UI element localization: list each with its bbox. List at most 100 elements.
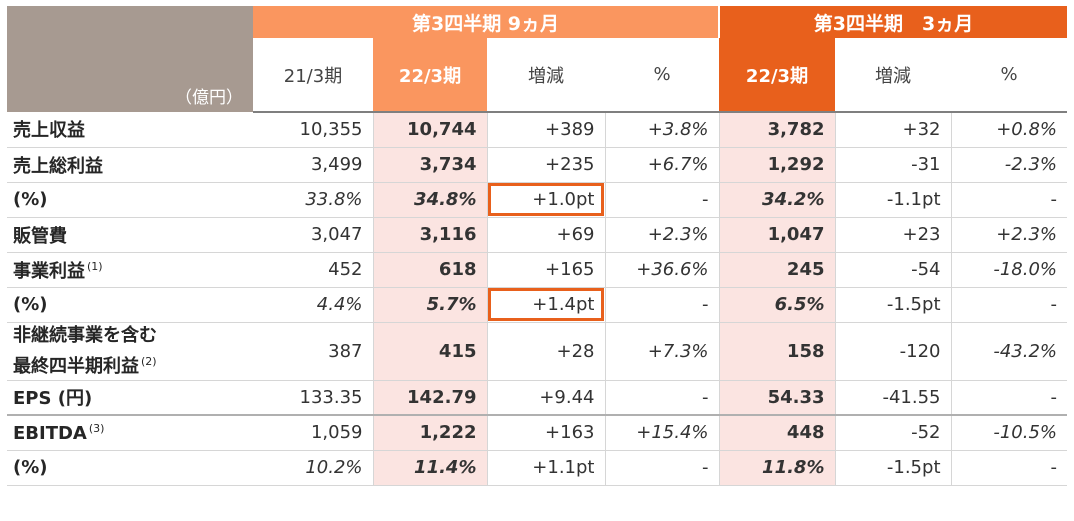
cell-fy22-3m: 6.5%: [718, 287, 835, 323]
cell-fy22-3m: 1,292: [718, 147, 835, 183]
cell-fy22-3m: 1,047: [718, 217, 835, 253]
cell-pct-9m: -: [604, 450, 719, 486]
cell-fy22-3m: 3,782: [718, 112, 835, 148]
cell-change-9m: +389: [486, 112, 605, 148]
cell-fy22-9m: 34.8%: [372, 182, 487, 218]
cell-pct-9m: -: [604, 380, 719, 416]
row-label-text: EBITDA: [13, 422, 87, 444]
col-header-pct-3m: %: [951, 38, 1068, 113]
cell-fy22-3m: 54.33: [718, 380, 835, 416]
cell-change-9m-highlighted: +1.4pt: [486, 287, 605, 323]
header-column-row: 21/3期 22/3期 増減 % 22/3期 増減 %: [7, 38, 1068, 113]
table-row: (%) 4.4% 5.7% +1.4pt - 6.5% -1.5pt -: [7, 287, 1068, 323]
cell-fy21: 133.35: [253, 380, 373, 416]
table-row: (%) 33.8% 34.8% +1.0pt - 34.2% -1.1pt -: [7, 182, 1068, 218]
cell-pct-9m: +3.8%: [604, 112, 719, 148]
cell-change-9m-highlighted: +1.0pt: [486, 182, 605, 218]
cell-fy22-9m: 618: [372, 252, 487, 288]
cell-pct-9m: -: [604, 287, 719, 323]
row-label: 事業利益 (1): [7, 252, 253, 288]
cell-fy22-9m: 415: [372, 322, 487, 381]
cell-pct-3m: -: [950, 450, 1068, 486]
cell-fy21: 10,355: [253, 112, 373, 148]
cell-fy21: 10.2%: [253, 450, 373, 486]
cell-pct-9m: +6.7%: [604, 147, 719, 183]
cell-fy22-9m: 11.4%: [372, 450, 487, 486]
row-label: (%): [7, 287, 253, 323]
row-label: 売上収益: [7, 112, 253, 148]
cell-fy22-9m: 142.79: [372, 380, 487, 416]
cell-pct-9m: +36.6%: [604, 252, 719, 288]
cell-fy21: 33.8%: [253, 182, 373, 218]
cell-change-9m: +235: [486, 147, 605, 183]
header-group-row: （億円） 第3四半期 9ヵ月 第3四半期 3ヵ月: [7, 6, 1068, 112]
cell-change-9m: +165: [486, 252, 605, 288]
row-label: (%): [7, 182, 253, 218]
cell-pct-9m: +2.3%: [604, 217, 719, 253]
cell-pct-9m: +7.3%: [604, 322, 719, 381]
cell-change-9m: +28: [486, 322, 605, 381]
table-row: 販管費 3,047 3,116 +69 +2.3% 1,047 +23 +2.3…: [7, 217, 1068, 253]
col-header-change-9m: 増減: [487, 38, 605, 113]
row-label: 非継続事業を含む 最終四半期利益 (2): [7, 322, 253, 381]
cell-fy22-3m: 448: [718, 415, 835, 451]
cell-fy21: 4.4%: [253, 287, 373, 323]
row-label: EPS (円): [7, 380, 253, 416]
cell-change-3m: -1.5pt: [834, 450, 951, 486]
footnote-marker: (3): [88, 421, 105, 435]
col-header-pct-9m: %: [605, 38, 719, 113]
cell-pct-3m: -: [950, 287, 1068, 323]
cell-fy21: 387: [253, 322, 373, 381]
row-label-line2: 最終四半期利益: [13, 355, 139, 377]
cell-pct-3m: -43.2%: [950, 322, 1068, 381]
table-row: EBITDA (3) 1,059 1,222 +163 +15.4% 448 -5…: [7, 415, 1068, 451]
cell-fy22-9m: 1,222: [372, 415, 487, 451]
financial-summary-table: （億円） 第3四半期 9ヵ月 第3四半期 3ヵ月 21/3期 22/3期 増減 …: [7, 6, 1068, 486]
row-label-line1: 非継続事業を含む: [13, 324, 157, 346]
cell-fy21: 3,499: [253, 147, 373, 183]
cell-change-3m: -1.5pt: [834, 287, 951, 323]
table-row: EPS (円) 133.35 142.79 +9.44 - 54.33 -41.…: [7, 380, 1068, 416]
row-label-text: 事業利益: [13, 260, 85, 282]
cell-pct-3m: -: [950, 182, 1068, 218]
col-header-change-3m: 増減: [835, 38, 951, 113]
col-header-fy22-9m: 22/3期: [373, 38, 487, 113]
footnote-marker: (1): [87, 259, 103, 273]
cell-change-3m: -52: [834, 415, 951, 451]
cell-fy22-9m: 3,116: [372, 217, 487, 253]
cell-fy22-3m: 34.2%: [718, 182, 835, 218]
cell-fy22-9m: 5.7%: [372, 287, 487, 323]
cell-change-3m: +23: [834, 217, 951, 253]
cell-change-3m: -120: [834, 322, 951, 381]
cell-change-9m: +9.44: [486, 380, 605, 416]
cell-pct-9m: +15.4%: [604, 415, 719, 451]
cell-change-3m: -31: [834, 147, 951, 183]
table-row: 売上収益 10,355 10,744 +389 +3.8% 3,782 +32 …: [7, 112, 1068, 148]
header-3-months: 第3四半期 3ヵ月: [717, 6, 1068, 38]
cell-change-3m: -1.1pt: [834, 182, 951, 218]
table-row: 事業利益 (1) 452 618 +165 +36.6% 245 -54 -18.…: [7, 252, 1068, 288]
cell-fy21: 452: [253, 252, 373, 288]
footnote-marker: (2): [141, 354, 157, 368]
table-row: 非継続事業を含む 最終四半期利益 (2) 387 415 +28 +7.3% 158…: [7, 322, 1068, 381]
cell-fy21: 3,047: [253, 217, 373, 253]
cell-change-3m: +32: [834, 112, 951, 148]
cell-fy22-3m: 158: [718, 322, 835, 381]
header-9-months: 第3四半期 9ヵ月: [253, 6, 719, 38]
cell-fy22-3m: 245: [718, 252, 835, 288]
cell-pct-3m: +2.3%: [950, 217, 1068, 253]
row-label: (%): [7, 450, 253, 486]
cell-change-9m: +69: [486, 217, 605, 253]
table-row: (%) 10.2% 11.4% +1.1pt - 11.8% -1.5pt -: [7, 450, 1068, 486]
cell-pct-3m: -18.0%: [950, 252, 1068, 288]
cell-fy21: 1,059: [253, 415, 373, 451]
cell-change-3m: -41.55: [834, 380, 951, 416]
col-header-fy21: 21/3期: [253, 38, 373, 113]
cell-pct-3m: +0.8%: [950, 112, 1068, 148]
unit-label: （億円）: [7, 6, 253, 112]
row-label: 売上総利益: [7, 147, 253, 183]
cell-change-9m: +1.1pt: [486, 450, 605, 486]
cell-fy22-9m: 10,744: [372, 112, 487, 148]
row-label: EBITDA (3): [7, 415, 253, 451]
row-label: 販管費: [7, 217, 253, 253]
